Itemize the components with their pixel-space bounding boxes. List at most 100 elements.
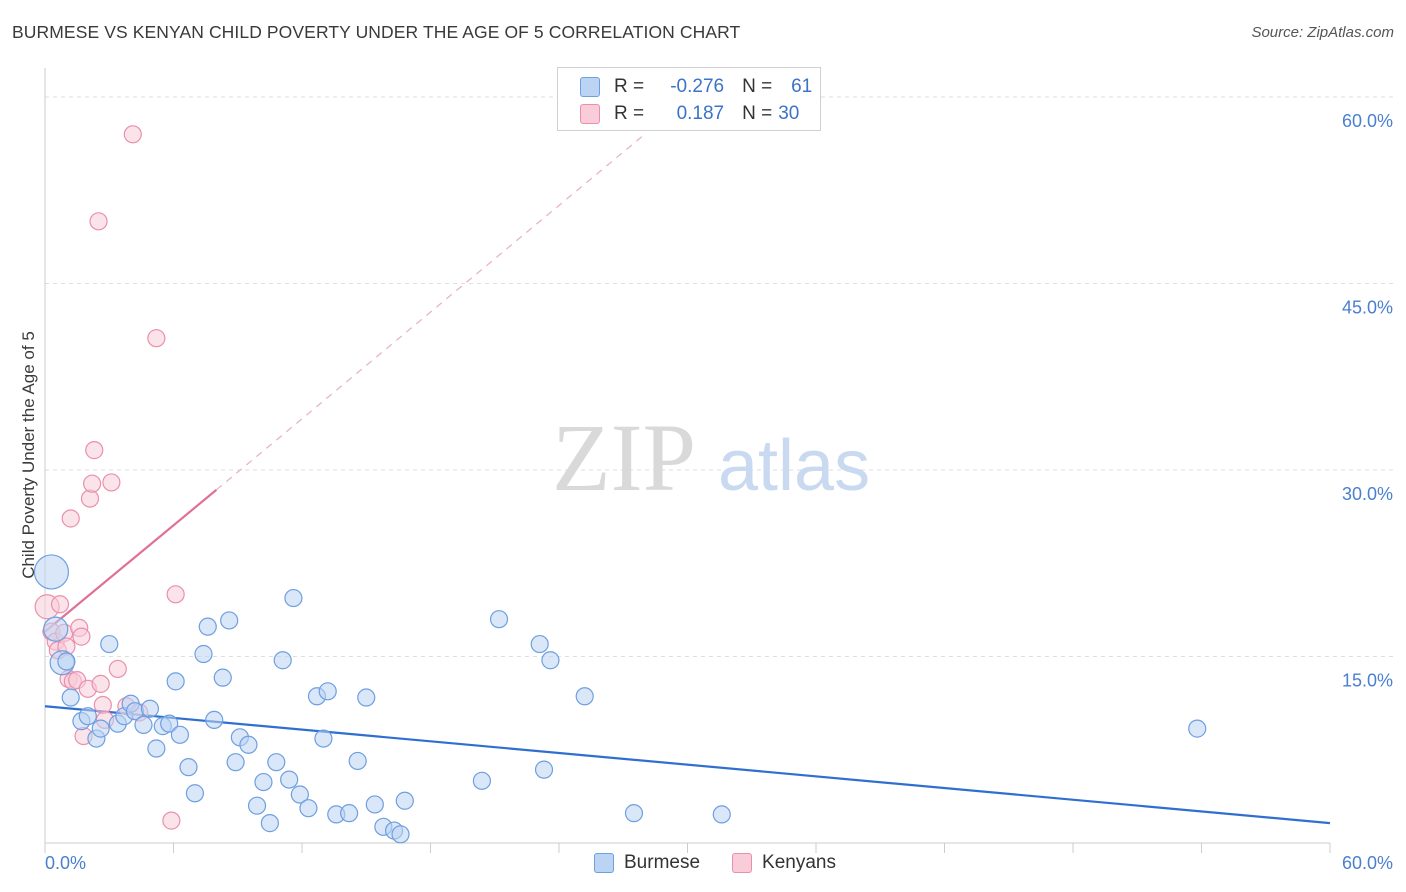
burmese-point (267, 753, 286, 772)
burmese-point (205, 710, 224, 730)
burmese-point (712, 805, 731, 824)
kenyans-point (102, 473, 121, 492)
legend-item-kenyans[interactable]: Kenyans (732, 852, 836, 874)
burmese-point (194, 644, 213, 664)
burmese-point (357, 688, 376, 707)
burmese-point (43, 616, 69, 642)
kenyans-point (123, 125, 142, 144)
burmese-point (260, 814, 279, 833)
kenyans-point (108, 659, 127, 679)
burmese-point (147, 739, 166, 758)
x-tick-label: 60.0% (1342, 853, 1393, 873)
burmese-point (1188, 719, 1207, 738)
kenyans-point (85, 441, 104, 460)
legend-label-burmese: Burmese (624, 852, 701, 873)
kenyans-point (162, 811, 181, 830)
legend-row-burmese: R = -0.276 N = 61 (580, 74, 812, 100)
stats-legend: R = -0.276 N = 61 R = 0.187 N = 30 (557, 67, 821, 131)
burmese-point (624, 804, 644, 823)
burmese-point (100, 634, 119, 654)
burmese-point (57, 652, 76, 671)
burmese-point (78, 707, 97, 726)
watermark-atlas: atlas (718, 426, 870, 506)
kenyans-trend-extension (215, 133, 646, 491)
legend-swatch-blue (580, 77, 600, 97)
burmese-point (340, 804, 359, 823)
legend-label-kenyans: Kenyans (762, 852, 836, 873)
kenyans-point (72, 627, 91, 646)
legend-row-kenyans: R = 0.187 N = 30 (580, 101, 818, 127)
y-tick-label: 15.0% (1342, 671, 1393, 691)
burmese-point (198, 617, 217, 636)
burmese-point (226, 753, 245, 772)
watermark-zip: ZIP (552, 404, 696, 511)
burmese-point (365, 795, 384, 814)
chart-title: BURMESE VS KENYAN CHILD POVERTY UNDER TH… (12, 22, 741, 42)
burmese-point (140, 699, 160, 718)
burmese-point (247, 796, 267, 815)
burmese-point (280, 770, 299, 789)
kenyans-point (89, 212, 108, 231)
n-label: N = (742, 103, 773, 124)
burmese-point (391, 825, 410, 844)
n-value: 61 (791, 76, 813, 97)
kenyans-point (91, 674, 110, 693)
burmese-point (284, 588, 303, 608)
y-axis-label: Child Poverty Under the Age of 5 (19, 331, 38, 579)
legend-item-burmese[interactable]: Burmese (594, 852, 700, 874)
burmese-point (299, 799, 318, 818)
burmese-point (185, 784, 205, 803)
grid-lines (45, 96, 1393, 657)
burmese-point (314, 729, 333, 748)
legend-swatch-pink (580, 104, 600, 124)
r-label: R = (614, 103, 645, 124)
burmese-point (472, 771, 491, 790)
kenyans-point (147, 329, 166, 348)
r-value: 0.187 (676, 103, 725, 124)
burmese-point (134, 715, 153, 734)
tick-labels: 15.0% 30.0% 45.0% 60.0% 0.0% 60.0% (45, 111, 1393, 873)
burmese-point (179, 758, 198, 777)
burmese-point (239, 735, 258, 754)
kenyans-point (50, 595, 70, 614)
legend-swatch-pink (732, 853, 753, 873)
axes (44, 68, 1331, 853)
x-tick-label: 0.0% (45, 853, 86, 873)
burmese-point (534, 760, 554, 779)
y-tick-label: 30.0% (1342, 484, 1393, 504)
burmese-point (290, 785, 309, 804)
burmese-point (170, 725, 190, 744)
y-tick-label: 60.0% (1342, 111, 1393, 131)
data-points (33, 125, 1207, 844)
burmese-point (33, 554, 70, 590)
burmese-point (489, 610, 509, 629)
burmese-point (220, 611, 239, 630)
source-label: Source: ZipAtlas.com (1251, 24, 1394, 41)
burmese-point (91, 719, 110, 738)
kenyans-point (61, 509, 80, 528)
burmese-point (166, 672, 185, 691)
kenyans-point (166, 585, 185, 604)
burmese-point (348, 751, 367, 771)
n-label: N = (742, 76, 773, 97)
r-value: -0.276 (670, 76, 725, 97)
kenyans-point (93, 695, 112, 715)
burmese-point (318, 682, 337, 701)
kenyans-point (80, 489, 100, 508)
burmese-point (61, 688, 80, 707)
burmese-point (575, 687, 594, 706)
kenyans-point (83, 474, 102, 493)
n-value: 30 (778, 103, 800, 124)
trend-lines (44, 133, 1331, 825)
burmese-trend-line (44, 705, 1331, 825)
series-legend: Burmese Kenyans (594, 852, 868, 874)
y-tick-label: 45.0% (1342, 298, 1393, 318)
burmese-point (160, 714, 179, 733)
burmese-point (395, 791, 414, 810)
r-label: R = (614, 76, 645, 97)
burmese-point (530, 634, 549, 654)
kenyans-trend-line (44, 489, 218, 633)
legend-swatch-blue (594, 853, 614, 873)
burmese-point (273, 651, 292, 670)
